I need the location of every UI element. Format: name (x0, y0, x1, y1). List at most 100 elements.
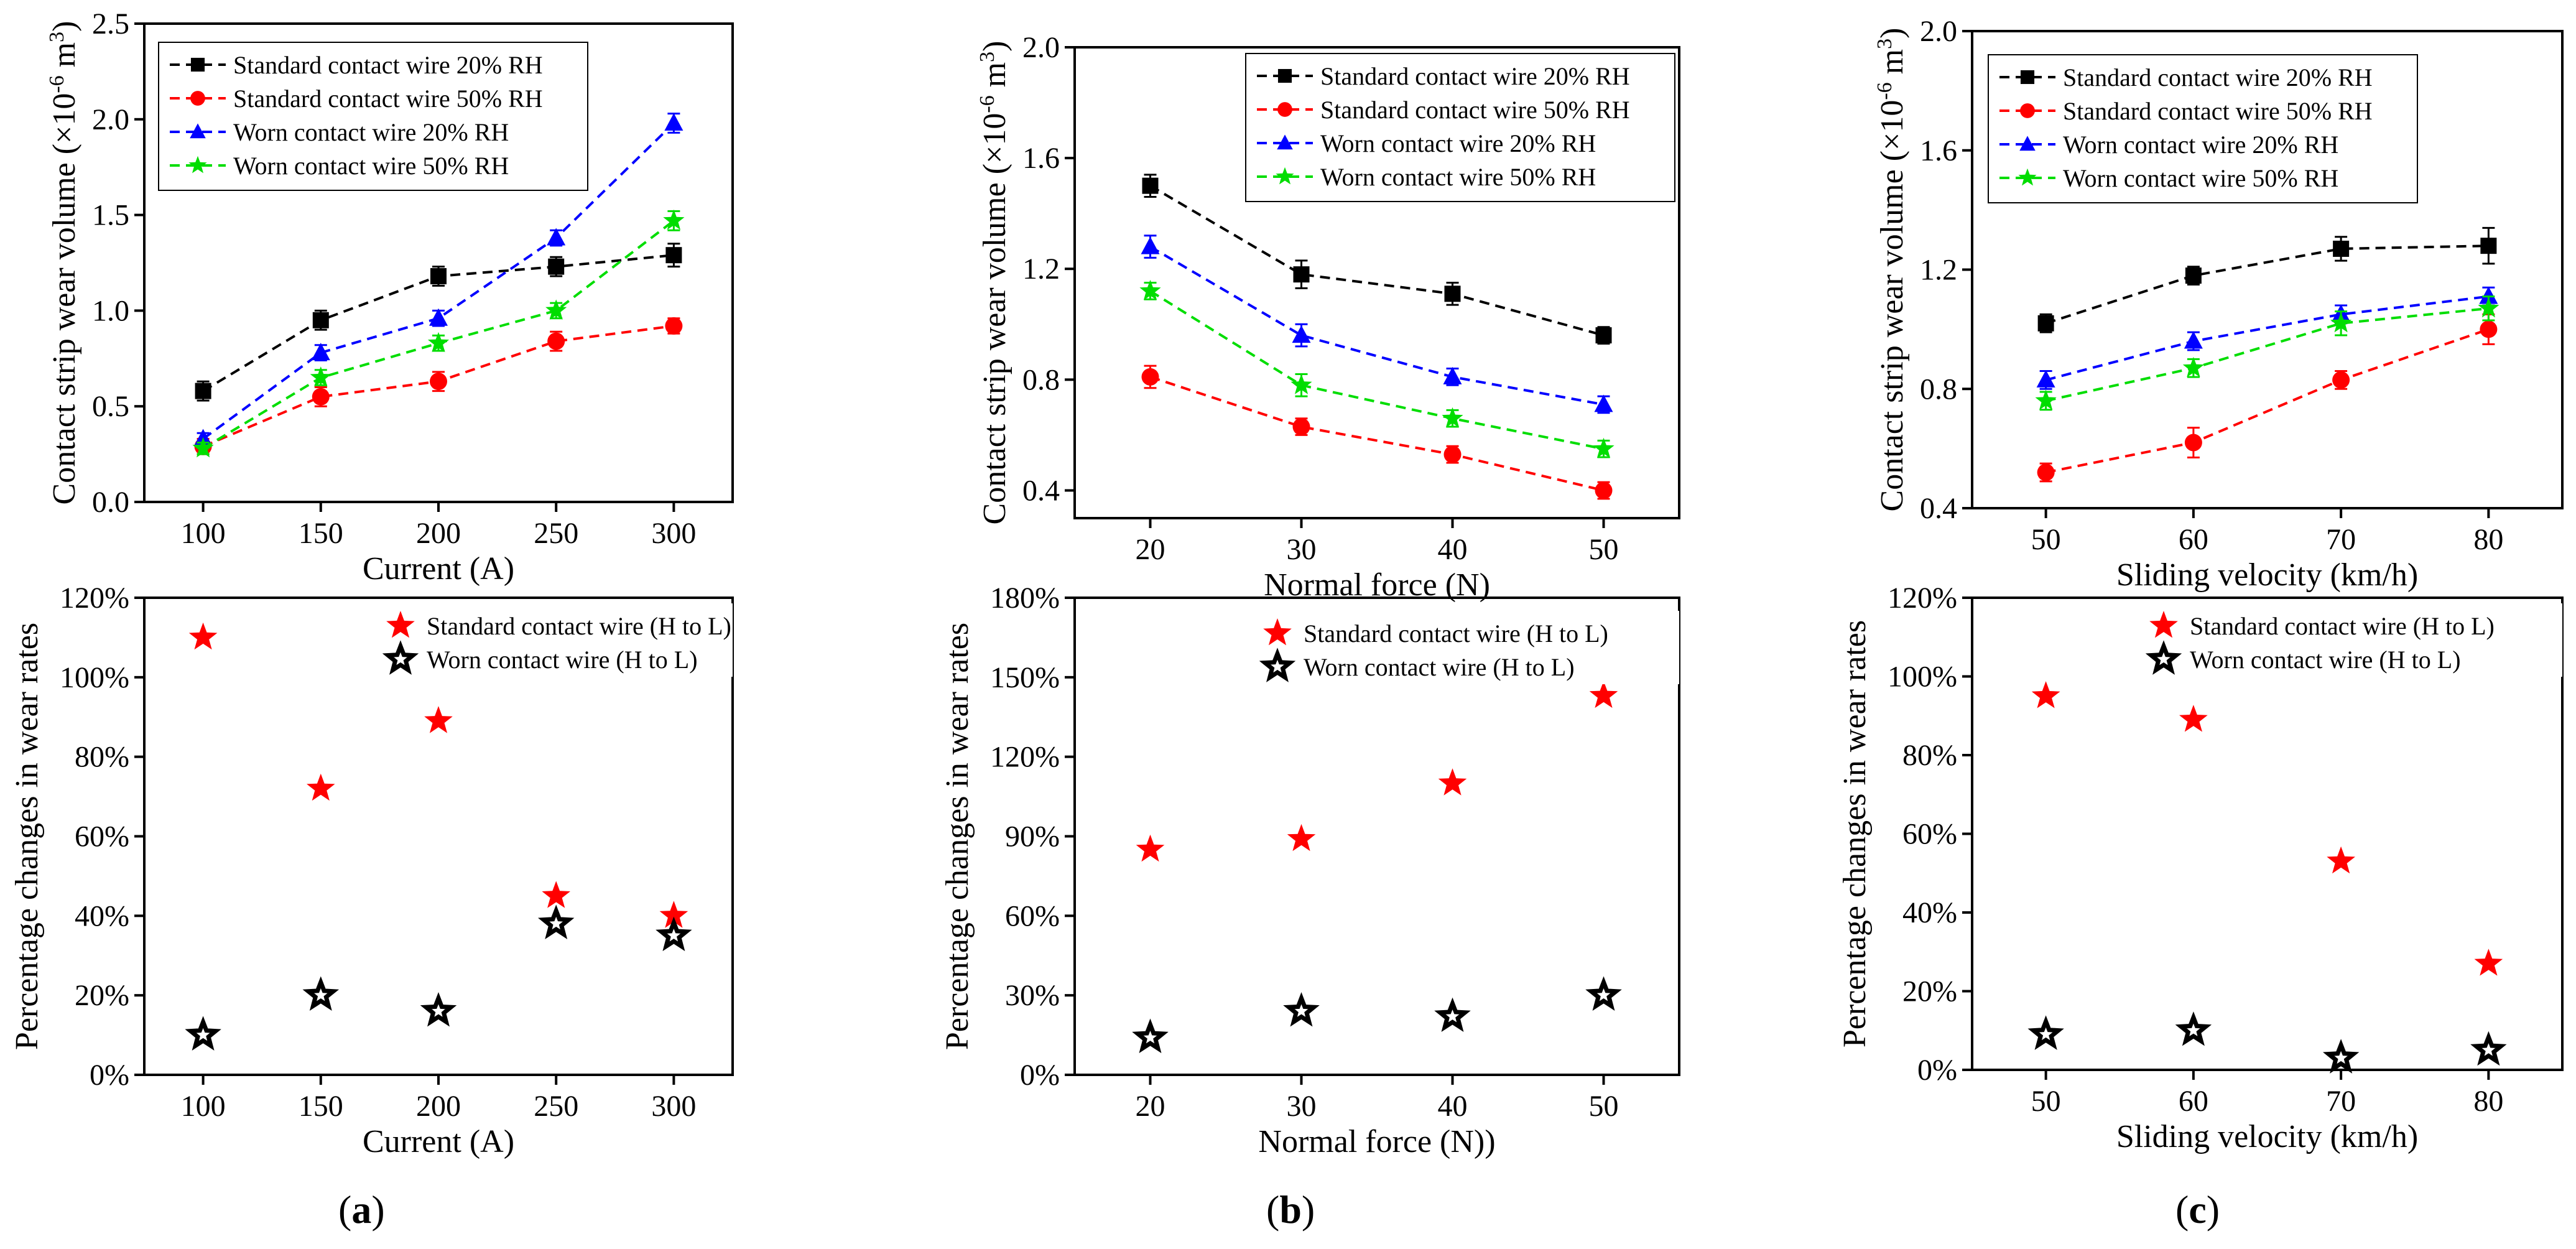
series (2035, 295, 2500, 411)
series (2031, 681, 2503, 976)
data-point (1292, 325, 1311, 343)
y-axis-label-part: Contact strip wear volume (×10 (1874, 100, 1910, 512)
data-point (1139, 279, 1161, 300)
x-tick-label: 80 (2473, 523, 2503, 556)
x-tick-label: 30 (1287, 533, 1317, 566)
x-tick-label: 100 (181, 1090, 226, 1123)
x-axis-label: Sliding velocity (km/h) (2116, 557, 2418, 593)
legend-marker (190, 57, 205, 72)
data-point (1589, 680, 1618, 708)
data-point (2478, 297, 2500, 318)
legend-label: Worn contact wire (H to L) (2190, 646, 2461, 674)
x-tick-label: 100 (181, 517, 226, 550)
x-axis-label: Sliding velocity (km/h) (2116, 1119, 2418, 1154)
data-point (2182, 356, 2204, 378)
x-axis-label: Current (A) (363, 1124, 514, 1159)
data-point (2036, 369, 2055, 388)
data-point (1434, 997, 1471, 1032)
legend: Standard contact wire 20% RH Standard con… (1245, 53, 1675, 202)
data-point (1292, 418, 1310, 436)
data-point (2474, 949, 2503, 976)
legend: Standard contact wire (H to L) Worn conta… (1255, 611, 1679, 684)
legend-box (378, 603, 733, 677)
panel-label-a: (a) (338, 1187, 385, 1232)
x-tick-label: 250 (534, 517, 578, 550)
data-point (192, 437, 214, 458)
legend-label: Worn contact wire 20% RH (233, 118, 509, 146)
legend-label: Standard contact wire 50% RH (2063, 97, 2373, 125)
data-point (1438, 768, 1467, 796)
legend-label: Standard contact wire (H to L) (427, 612, 731, 640)
data-point (1287, 824, 1316, 852)
y-tick-label: 120% (60, 582, 129, 615)
y-tick-label: 80% (1902, 739, 1957, 772)
legend-marker (386, 611, 415, 638)
data-point (2470, 1031, 2507, 1066)
data-point (547, 332, 565, 350)
y-tick-label: 0.4 (1920, 492, 1957, 525)
series (1139, 279, 1615, 458)
y-tick-label: 60% (1005, 899, 1060, 932)
legend-marker (2019, 136, 2036, 151)
series-line (1149, 245, 1604, 406)
y-axis-label-part: m (47, 42, 82, 75)
data-point (2479, 286, 2498, 304)
data-point (430, 268, 447, 285)
legend-marker (2020, 70, 2035, 85)
x-tick-label: 80 (2473, 1085, 2503, 1118)
legend: Standard contact wire (H to L) Worn conta… (2141, 603, 2562, 677)
y-tick-label: 2.0 (1022, 31, 1060, 64)
legend: Standard contact wire 20% RH Standard con… (158, 42, 588, 191)
data-point (430, 373, 447, 391)
y-tick-label: 0.0 (92, 486, 129, 519)
data-point (1443, 445, 1462, 463)
y-axis-label: Contact strip wear volume (×10-6 m3) (976, 41, 1013, 525)
legend-label: Worn contact wire (H to L) (427, 646, 698, 674)
data-point (1290, 374, 1312, 394)
data-point (312, 388, 330, 406)
data-point (1142, 177, 1159, 194)
legend-label: Worn contact wire 20% RH (2063, 131, 2338, 159)
legend-label: Standard contact wire 20% RH (1320, 62, 1630, 90)
series (192, 209, 685, 458)
data-point (311, 343, 330, 361)
data-point (545, 299, 567, 320)
data-point (547, 228, 566, 246)
x-tick-label: 20 (1136, 533, 1165, 566)
legend-marker (190, 91, 205, 106)
y-tick-label: 1.0 (92, 294, 129, 327)
data-point (310, 366, 331, 387)
y-tick-label: 40% (1902, 896, 1957, 929)
data-point (427, 332, 450, 353)
y-axis-label-part: ) (47, 21, 82, 32)
x-tick-label: 60 (2179, 1085, 2208, 1118)
chart-a-bottom: 100 150 200 250 300 0% 20% 40% 60% 80% 100% 120% Cur… (9, 582, 734, 1159)
legend-marker (1277, 134, 1293, 150)
y-axis-label: Percentage changes in wear rates (9, 623, 45, 1050)
y-tick-label: 2.0 (92, 103, 129, 136)
legend-marker (1277, 68, 1292, 83)
series (2037, 226, 2497, 333)
x-tick-label: 300 (651, 1090, 696, 1123)
y-tick-label: 20% (75, 979, 129, 1012)
data-point (2037, 463, 2055, 481)
y-axis-label: Contact strip wear volume (×10-6 m3) (1873, 28, 1911, 512)
legend-box (1245, 53, 1675, 202)
data-point (2327, 846, 2355, 874)
data-point (2184, 434, 2202, 452)
data-point (1136, 834, 1165, 862)
legend-box (2141, 603, 2562, 677)
legend-marker (1277, 102, 1292, 117)
x-tick-label: 200 (416, 517, 461, 550)
data-point (537, 904, 575, 939)
x-axis-label: Normal force (N)) (1258, 1124, 1495, 1159)
series (1136, 680, 1618, 862)
legend-marker (2020, 103, 2035, 118)
legend-label: Standard contact wire 20% RH (233, 51, 543, 79)
data-point (2332, 371, 2350, 389)
legend-marker (1276, 167, 1294, 185)
legend-box (1988, 54, 2418, 203)
series-line (1149, 290, 1604, 450)
legend-marker (2145, 640, 2182, 675)
data-point (312, 312, 329, 328)
